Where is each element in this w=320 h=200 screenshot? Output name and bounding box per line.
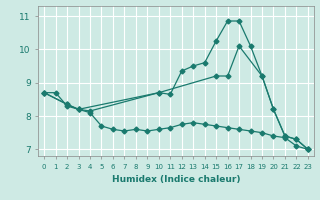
X-axis label: Humidex (Indice chaleur): Humidex (Indice chaleur) (112, 175, 240, 184)
